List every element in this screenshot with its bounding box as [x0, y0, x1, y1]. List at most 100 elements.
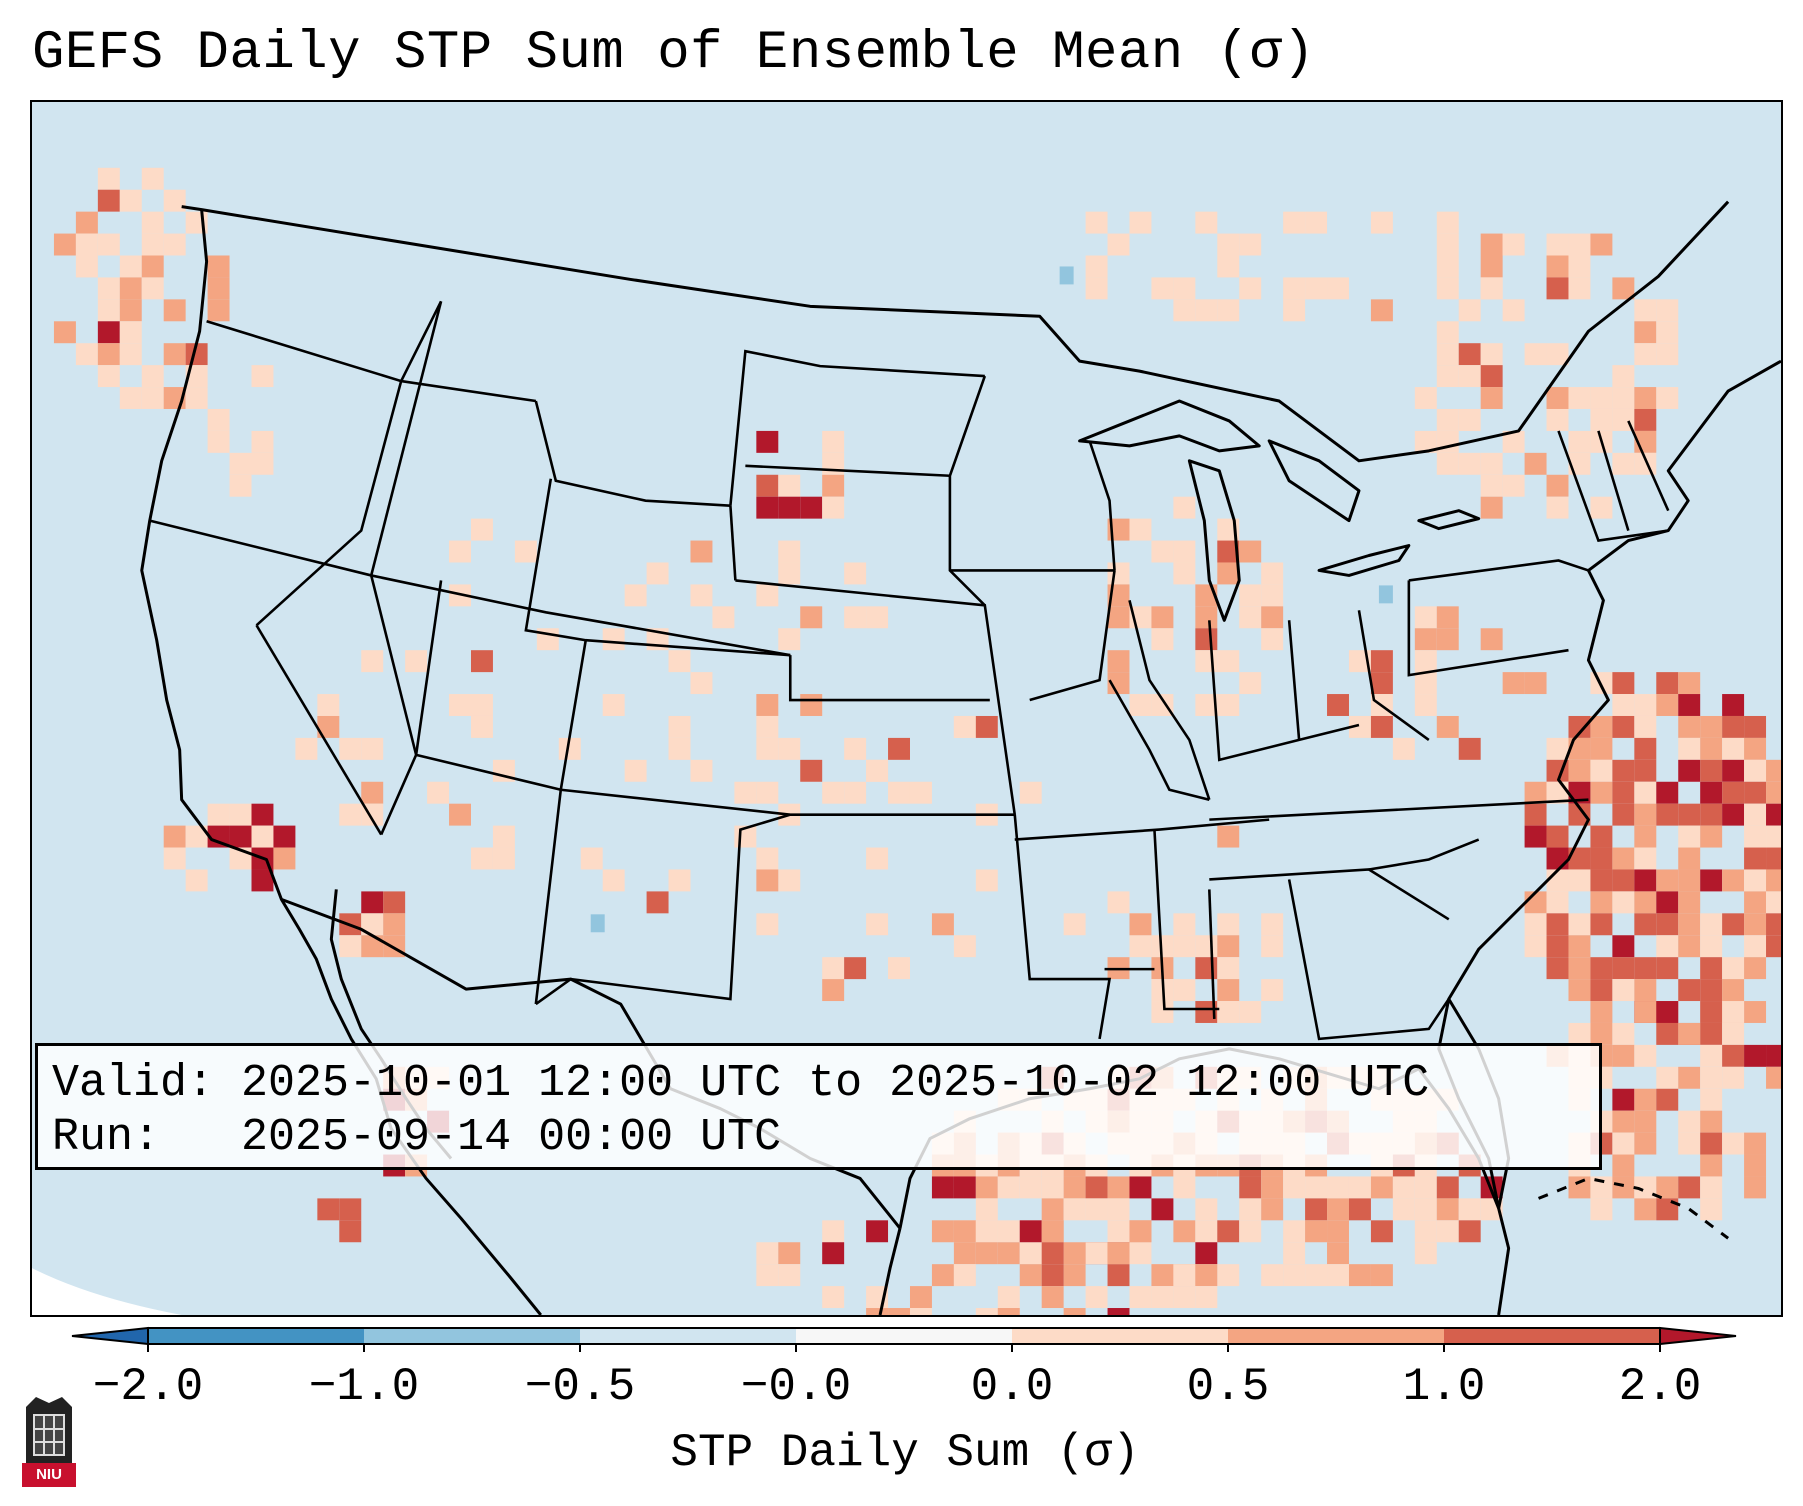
- anomaly-cell: [1634, 408, 1657, 431]
- anomaly-cell: [1502, 672, 1525, 695]
- anomaly-cell: [1678, 715, 1701, 738]
- anomaly-cell-negative: [1059, 266, 1074, 285]
- anomaly-cell: [1590, 825, 1613, 848]
- anomaly-cell: [1766, 759, 1781, 782]
- anomaly-cell: [1612, 891, 1635, 914]
- anomaly-cell: [1568, 979, 1591, 1002]
- anomaly-cell: [975, 1308, 998, 1315]
- anomaly-cell: [1568, 255, 1591, 278]
- anomaly-cell: [1480, 343, 1503, 366]
- anomaly-cell: [1195, 1220, 1218, 1243]
- anomaly-cell: [1700, 1088, 1723, 1111]
- anomaly-cell: [1634, 343, 1657, 366]
- anomaly-cell: [1700, 935, 1723, 958]
- anomaly-cell: [317, 694, 340, 716]
- anomaly-cell: [1239, 1220, 1262, 1243]
- anomaly-cell: [1612, 803, 1635, 826]
- anomaly-cell: [470, 650, 493, 673]
- anomaly-cell: [1414, 606, 1437, 629]
- anomaly-cell: [975, 1198, 998, 1221]
- anomaly-cell: [1436, 606, 1459, 629]
- anomaly-cell: [997, 1286, 1020, 1309]
- anomaly-cell: [1480, 387, 1503, 409]
- anomaly-cell: [1502, 299, 1525, 322]
- anomaly-cell: [229, 452, 252, 475]
- colorbar-segment-3: [580, 1328, 796, 1344]
- anomaly-cell: [668, 715, 691, 738]
- anomaly-cell: [1700, 781, 1723, 804]
- anomaly-cell: [1283, 211, 1306, 234]
- anomaly-cell: [1590, 979, 1613, 1002]
- anomaly-cell: [339, 935, 362, 958]
- anomaly-cell: [888, 1308, 910, 1315]
- anomaly-cell: [1612, 1176, 1635, 1199]
- anomaly-cell: [1173, 979, 1196, 1002]
- anomaly-cell: [1722, 694, 1745, 716]
- anomaly-cell: [1656, 321, 1679, 344]
- anomaly-cell: [229, 825, 252, 848]
- colorbar-tick-label: −0.0: [740, 1361, 852, 1413]
- anomaly-cell: [1568, 737, 1591, 760]
- anomaly-cell: [317, 1198, 340, 1221]
- anomaly-cell: [1656, 1001, 1679, 1023]
- anomaly-cell: [1458, 1220, 1481, 1243]
- anomaly-cell: [1151, 1264, 1174, 1287]
- anomaly-cell: [756, 847, 779, 870]
- anomaly-cell: [163, 189, 186, 212]
- anomaly-cell: [1414, 672, 1437, 695]
- anomaly-cell: [756, 737, 779, 760]
- anomaly-cell: [1590, 715, 1613, 738]
- anomaly-cell-negative: [1378, 585, 1393, 604]
- colorbar-label: STP Daily Sum (σ): [670, 1427, 1140, 1479]
- anomaly-cell: [1722, 1001, 1745, 1023]
- anomaly-cell: [1612, 847, 1635, 870]
- anomaly-cell: [1546, 935, 1569, 958]
- anomaly-cell: [778, 540, 801, 563]
- anomaly-cell: [1568, 277, 1591, 300]
- anomaly-cell: [1414, 387, 1437, 409]
- anomaly-cell: [1678, 803, 1701, 826]
- anomaly-cell: [1678, 979, 1701, 1002]
- anomaly-cell: [646, 562, 669, 585]
- anomaly-cell: [1700, 1154, 1723, 1177]
- anomaly-cell: [1305, 1176, 1328, 1199]
- map-canvas: [32, 102, 1781, 1315]
- anomaly-cell: [1151, 606, 1174, 629]
- anomaly-cell: [1700, 1132, 1723, 1155]
- anomaly-cell: [1085, 277, 1108, 300]
- anomaly-cell: [1217, 825, 1240, 848]
- anomaly-cell: [1370, 672, 1393, 695]
- anomaly-cell: [207, 408, 230, 431]
- anomaly-cell: [1656, 913, 1679, 936]
- anomaly-cell: [1370, 1264, 1393, 1287]
- anomaly-cell: [1722, 869, 1745, 892]
- anomaly-cell: [1173, 277, 1196, 300]
- anomaly-cell: [778, 1264, 801, 1287]
- anomaly-cell: [1700, 759, 1723, 782]
- anomaly-cell: [1546, 474, 1569, 497]
- anomaly-cell: [1744, 935, 1767, 958]
- anomaly-cell: [1480, 365, 1503, 388]
- anomaly-cell: [1612, 387, 1635, 409]
- anomaly-cell: [1590, 408, 1613, 431]
- anomaly-cell: [1129, 1220, 1152, 1243]
- anomaly-cell: [1458, 452, 1481, 475]
- anomaly-cell: [1414, 1220, 1437, 1243]
- anomaly-cell: [1634, 299, 1657, 322]
- anomaly-cell: [1612, 1022, 1635, 1045]
- anomaly-cell: [1239, 606, 1262, 629]
- anomaly-cell: [1656, 343, 1679, 366]
- anomaly-cell: [1546, 233, 1569, 256]
- anomaly-cell: [1744, 737, 1767, 760]
- anomaly-cell: [119, 255, 142, 278]
- anomaly-cell: [1656, 1088, 1679, 1111]
- anomaly-cell: [1261, 979, 1284, 1002]
- anomaly-cell: [931, 1176, 954, 1199]
- anomaly-cell: [1656, 803, 1679, 826]
- mexico-gulf-coastline: [878, 1227, 902, 1315]
- anomaly-cell: [1107, 650, 1130, 673]
- anomaly-cell: [1327, 1220, 1349, 1243]
- anomaly-cell: [1656, 387, 1679, 409]
- anomaly-cell: [1195, 1001, 1218, 1023]
- anomaly-cell: [1722, 957, 1745, 980]
